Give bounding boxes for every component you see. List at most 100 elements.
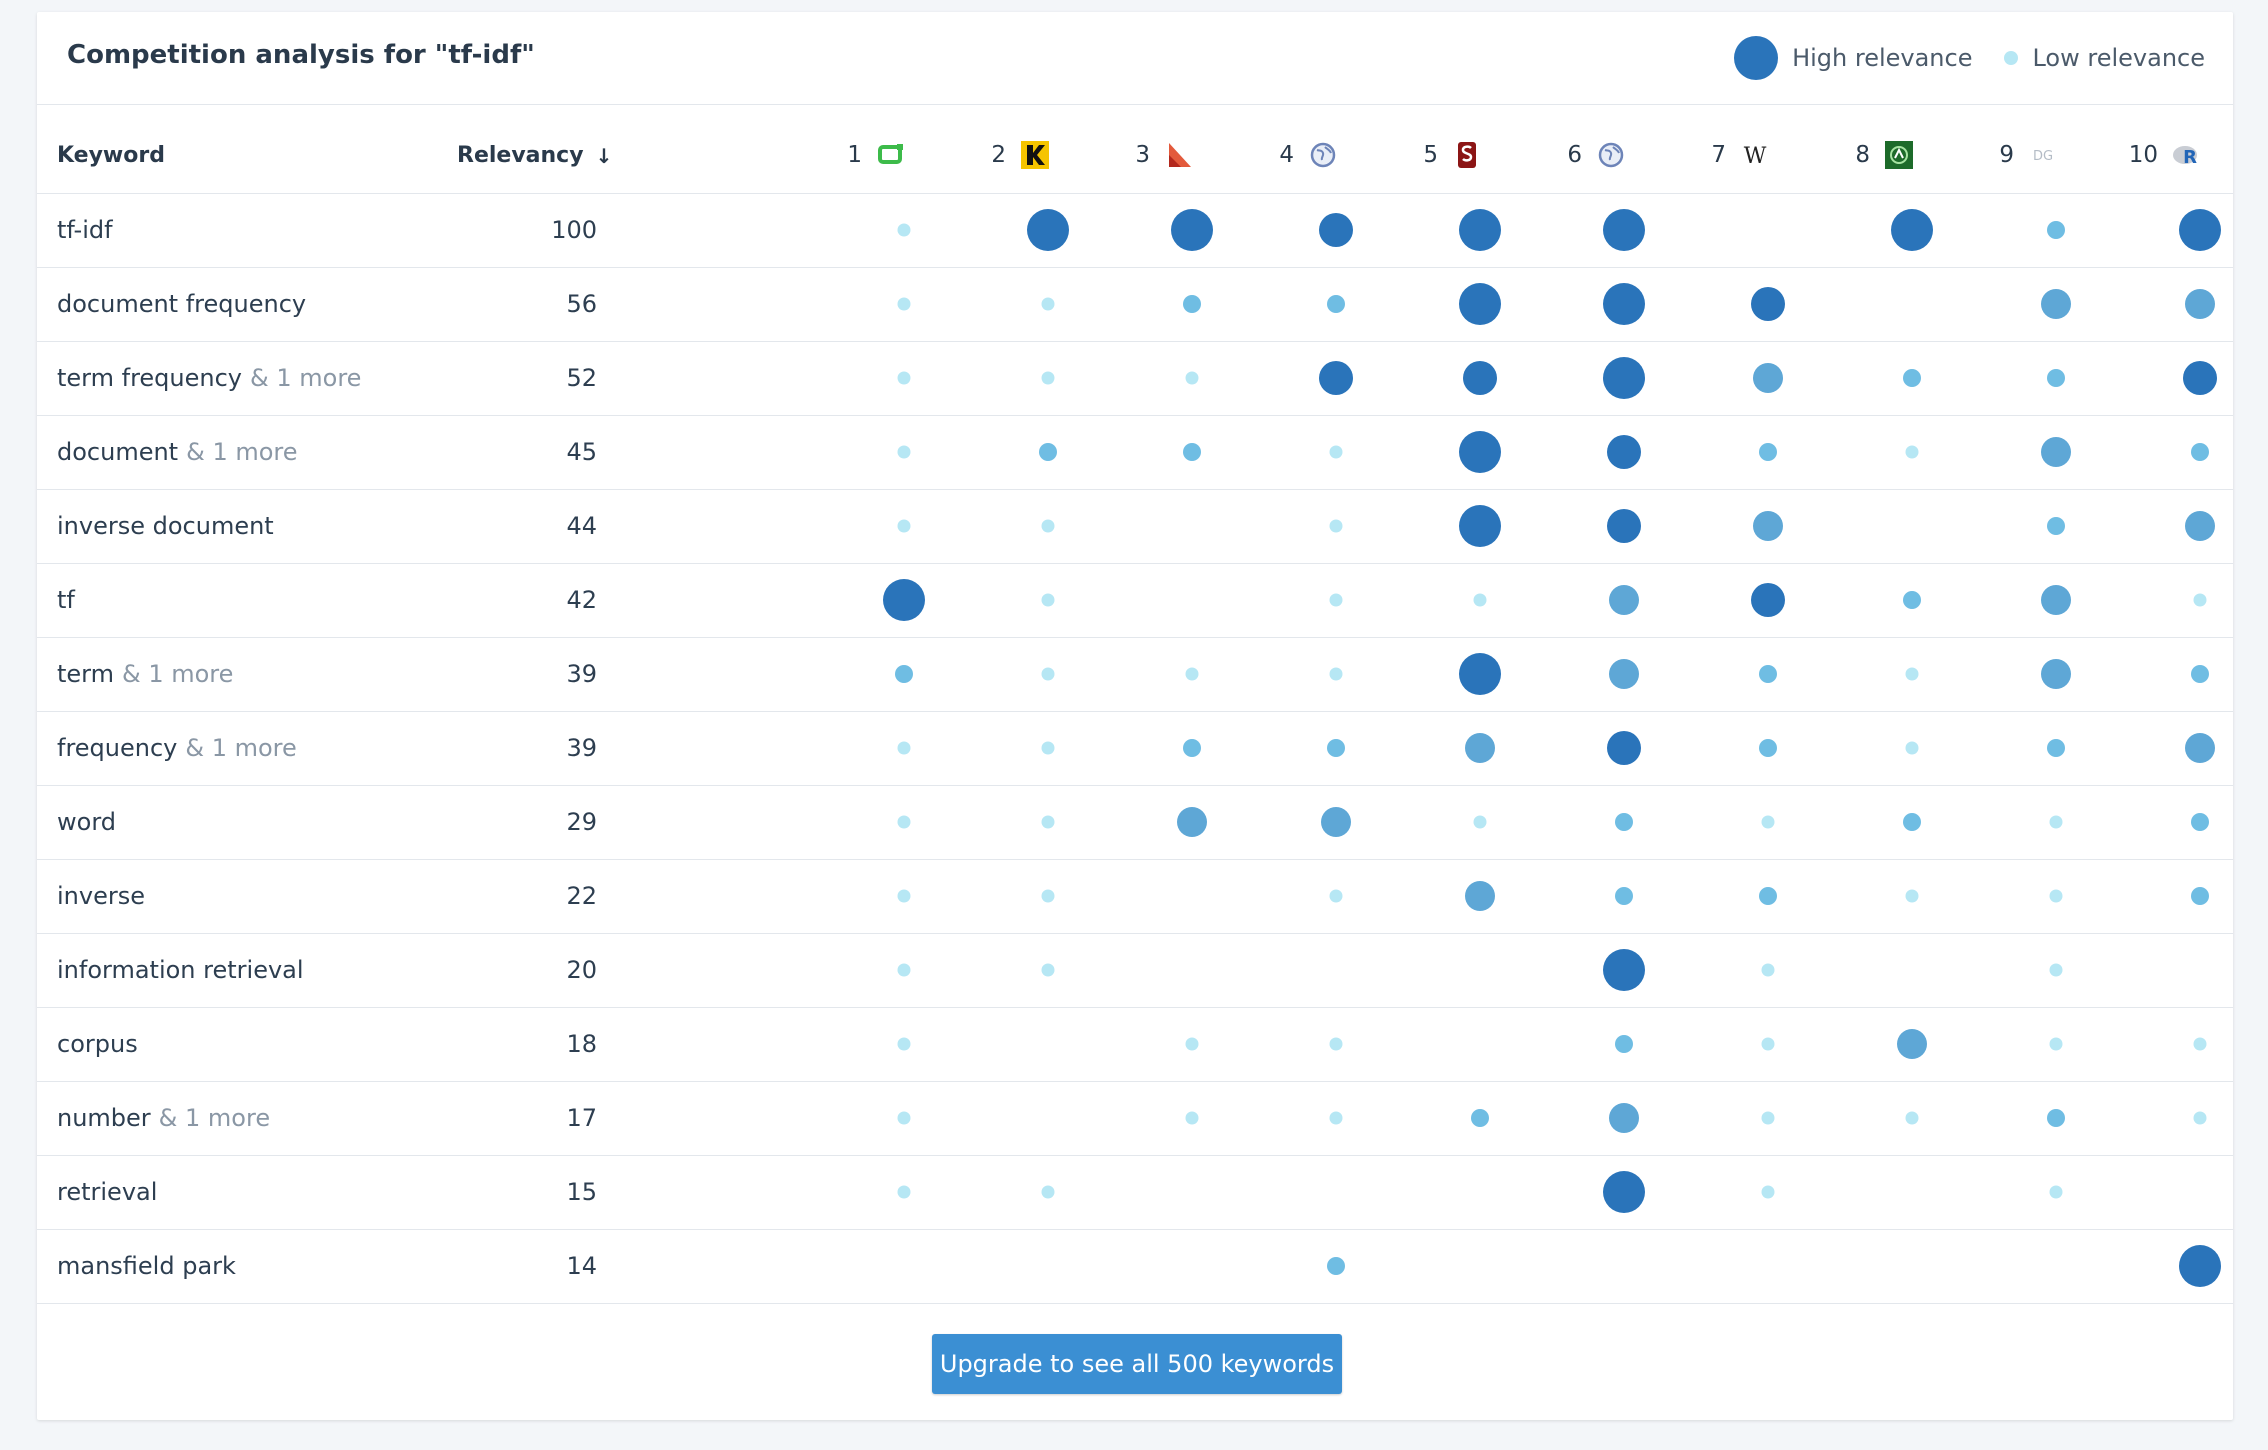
relevance-dot[interactable] [1905,667,1919,681]
table-row[interactable]: term frequency & 1 more 52 [37,342,2233,416]
relevance-dot[interactable] [2049,963,2063,977]
relevance-dot[interactable] [1183,443,1201,461]
green-rectangle-favicon-icon[interactable] [876,140,906,170]
relevance-dot[interactable] [1609,585,1639,615]
globe-favicon-icon[interactable] [1308,140,1338,170]
relevance-dot[interactable] [1607,731,1641,765]
relevance-dot[interactable] [2049,889,2063,903]
relevance-dot[interactable] [1465,733,1495,763]
keyword-column-header[interactable]: Keyword [57,143,165,168]
relevance-dot[interactable] [1319,361,1353,395]
result-column-header-6[interactable]: 6 [1542,135,1626,175]
relevance-dot[interactable] [1041,889,1055,903]
relevance-dot[interactable] [1905,741,1919,755]
result-column-header-8[interactable]: 8 [1830,135,1914,175]
relevance-dot[interactable] [1761,1037,1775,1051]
relevance-dot[interactable] [897,1185,911,1199]
relevance-dot[interactable] [1185,371,1199,385]
relevance-dot[interactable] [1615,887,1633,905]
relevance-dot[interactable] [1177,807,1207,837]
table-row[interactable]: inverse document 44 [37,490,2233,564]
relevance-dot[interactable] [1603,357,1645,399]
relevance-dot[interactable] [1761,963,1775,977]
more-variants-link[interactable]: & 1 more [158,1104,271,1132]
table-row[interactable]: inverse 22 [37,860,2233,934]
relevance-dot[interactable] [1041,667,1055,681]
relevance-dot[interactable] [1185,1037,1199,1051]
relevance-dot[interactable] [897,741,911,755]
relevance-dot[interactable] [2041,289,2071,319]
relevance-dot[interactable] [2191,887,2209,905]
relevance-dot[interactable] [1327,739,1345,757]
relevance-dot[interactable] [1329,889,1343,903]
relevance-dot[interactable] [1329,667,1343,681]
relevance-dot[interactable] [1759,739,1777,757]
relevance-dot[interactable] [1753,511,1783,541]
relevance-dot[interactable] [1041,963,1055,977]
relevance-dot[interactable] [1615,813,1633,831]
relevance-dot[interactable] [1327,295,1345,313]
relevance-dot[interactable] [2047,739,2065,757]
relevance-dot[interactable] [1459,431,1501,473]
wikipedia-w-favicon-icon[interactable]: W [1740,140,1770,170]
relevance-dot[interactable] [2193,1111,2207,1125]
relevance-dot[interactable] [1753,363,1783,393]
relevance-dot[interactable] [1903,591,1921,609]
stanford-s-favicon-icon[interactable] [1452,140,1482,170]
relevance-dot[interactable] [2049,1185,2063,1199]
dg-favicon-icon[interactable]: DG [2028,140,2058,170]
upgrade-button[interactable]: Upgrade to see all 500 keywords [932,1334,1342,1394]
relevance-dot[interactable] [1329,1111,1343,1125]
relevance-dot[interactable] [897,371,911,385]
table-row[interactable]: tf 42 [37,564,2233,638]
result-column-header-10[interactable]: 10 R [2118,135,2202,175]
relevance-dot[interactable] [1761,1185,1775,1199]
result-column-header-4[interactable]: 4 [1254,135,1338,175]
result-column-header-3[interactable]: 3 [1110,135,1194,175]
relevance-dot[interactable] [1615,1035,1633,1053]
relevance-dot[interactable] [897,445,911,459]
relevance-dot[interactable] [1609,659,1639,689]
relevance-dot[interactable] [2185,289,2215,319]
relevance-dot[interactable] [1603,949,1645,991]
more-variants-link[interactable]: & 1 more [122,660,234,688]
relevance-dot[interactable] [1463,361,1497,395]
r-logo-favicon-icon[interactable]: R [2172,140,2202,170]
relevance-dot[interactable] [1609,1103,1639,1133]
relevance-dot[interactable] [1041,593,1055,607]
relevance-dot[interactable] [1183,739,1201,757]
relevance-dot[interactable] [1903,369,1921,387]
relevance-dot[interactable] [2041,585,2071,615]
relevance-dot[interactable] [1607,435,1641,469]
relevance-dot[interactable] [897,963,911,977]
more-variants-link[interactable]: & 1 more [250,364,362,392]
relevance-dot[interactable] [1041,1185,1055,1199]
relevance-dot[interactable] [895,665,913,683]
relevance-dot[interactable] [1905,445,1919,459]
relevance-dot[interactable] [1759,665,1777,683]
relevance-dot[interactable] [1751,583,1785,617]
result-column-header-5[interactable]: 5 [1398,135,1482,175]
relevance-dot[interactable] [2041,659,2071,689]
table-row[interactable]: term & 1 more 39 [37,638,2233,712]
relevance-dot[interactable] [1897,1029,1927,1059]
relevance-dot[interactable] [1465,881,1495,911]
relevance-dot[interactable] [2191,443,2209,461]
relevance-dot[interactable] [897,519,911,533]
relevance-dot[interactable] [1761,815,1775,829]
relevance-dot[interactable] [897,815,911,829]
relevance-dot[interactable] [1327,1257,1345,1275]
relevance-dot[interactable] [1171,209,1213,251]
table-row[interactable]: corpus 18 [37,1008,2233,1082]
relevance-dot[interactable] [1459,209,1501,251]
relevance-dot[interactable] [1471,1109,1489,1127]
relevance-dot[interactable] [1759,887,1777,905]
globe-favicon-icon[interactable] [1596,140,1626,170]
result-column-header-2[interactable]: 2 [966,135,1050,175]
relevance-dot[interactable] [897,1037,911,1051]
relevance-dot[interactable] [1041,297,1055,311]
relevance-dot[interactable] [2193,1037,2207,1051]
table-row[interactable]: mansfield park 14 [37,1230,2233,1304]
table-row[interactable]: tf-idf 100 [37,194,2233,268]
